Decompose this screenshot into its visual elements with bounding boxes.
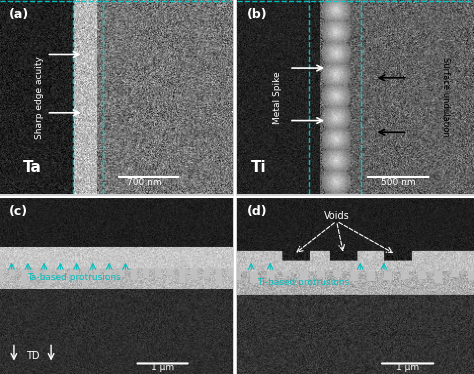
Text: Ta: Ta bbox=[23, 160, 42, 175]
Text: (a): (a) bbox=[9, 8, 29, 21]
Text: Ti-based protrusions: Ti-based protrusions bbox=[257, 278, 349, 287]
Text: 1 μm: 1 μm bbox=[396, 363, 419, 372]
Text: (c): (c) bbox=[9, 205, 28, 218]
Text: TD: TD bbox=[26, 352, 39, 361]
Text: Ta-based protrusions: Ta-based protrusions bbox=[27, 273, 121, 282]
Text: Surface undulation: Surface undulation bbox=[441, 57, 450, 137]
Text: 700 nm: 700 nm bbox=[127, 178, 161, 187]
Text: 500 nm: 500 nm bbox=[381, 178, 416, 187]
Text: Ti: Ti bbox=[251, 160, 267, 175]
Text: Voids: Voids bbox=[324, 211, 349, 221]
Text: Metal Spike: Metal Spike bbox=[273, 71, 282, 123]
Text: (d): (d) bbox=[246, 205, 267, 218]
Text: 1 μm: 1 μm bbox=[151, 363, 174, 372]
Text: (b): (b) bbox=[246, 8, 267, 21]
Text: Sharp edge acuity: Sharp edge acuity bbox=[35, 56, 44, 139]
